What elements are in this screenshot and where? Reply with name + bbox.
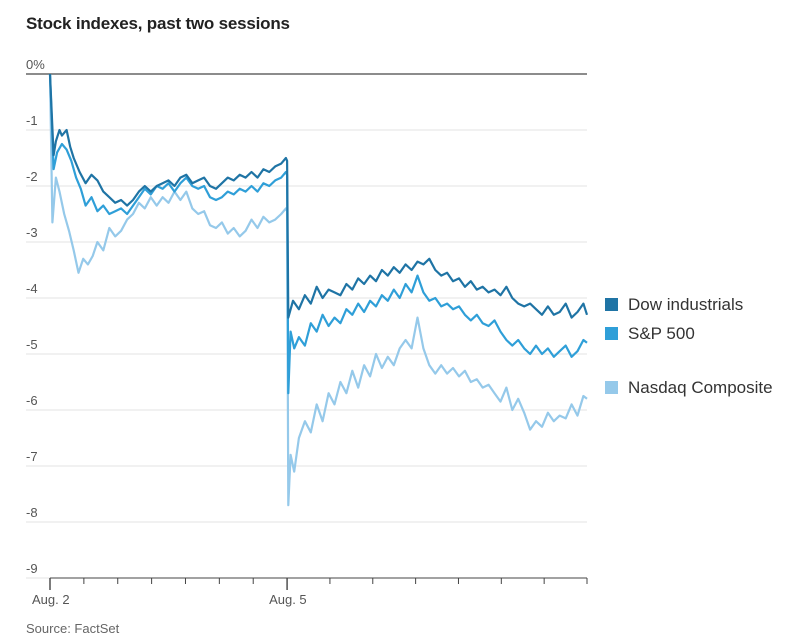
y-tick-label: -6	[26, 393, 38, 408]
y-tick-label: -1	[26, 113, 38, 128]
y-tick-label: 0%	[26, 57, 45, 72]
legend: Dow industrials S&P 500 Nasdaq Composite	[605, 295, 773, 397]
legend-swatch	[605, 327, 618, 340]
legend-label: S&P 500	[628, 324, 695, 343]
x-tick-label: Aug. 2	[32, 592, 70, 607]
gridlines	[26, 73, 587, 579]
y-axis-tick-labels: 0% -1 -2 -3 -4 -5 -6 -7 -8 -9	[26, 57, 45, 576]
y-tick-label: -8	[26, 505, 38, 520]
legend-label: Nasdaq Composite	[628, 378, 773, 397]
legend-item: S&P 500	[605, 324, 695, 343]
chart-title: Stock indexes, past two sessions	[26, 14, 290, 33]
x-tick-label: Aug. 5	[269, 592, 307, 607]
y-tick-label: -7	[26, 449, 38, 464]
y-tick-label: -3	[26, 225, 38, 240]
series-line-dow-industrials	[48, 73, 589, 319]
x-axis: Aug. 2 Aug. 5	[32, 577, 588, 607]
series-line-nasdaq-composite	[48, 73, 588, 507]
legend-swatch	[605, 298, 618, 311]
legend-label: Dow industrials	[628, 295, 743, 314]
legend-item: Nasdaq Composite	[605, 378, 773, 397]
series-lines	[48, 73, 589, 507]
series-line-s-p-500	[48, 73, 588, 395]
legend-item: Dow industrials	[605, 295, 743, 314]
legend-swatch	[605, 381, 618, 394]
y-tick-label: -9	[26, 561, 38, 576]
y-tick-label: -4	[26, 281, 38, 296]
source-note: Source: FactSet	[26, 621, 120, 636]
y-tick-label: -5	[26, 337, 38, 352]
y-tick-label: -2	[26, 169, 38, 184]
